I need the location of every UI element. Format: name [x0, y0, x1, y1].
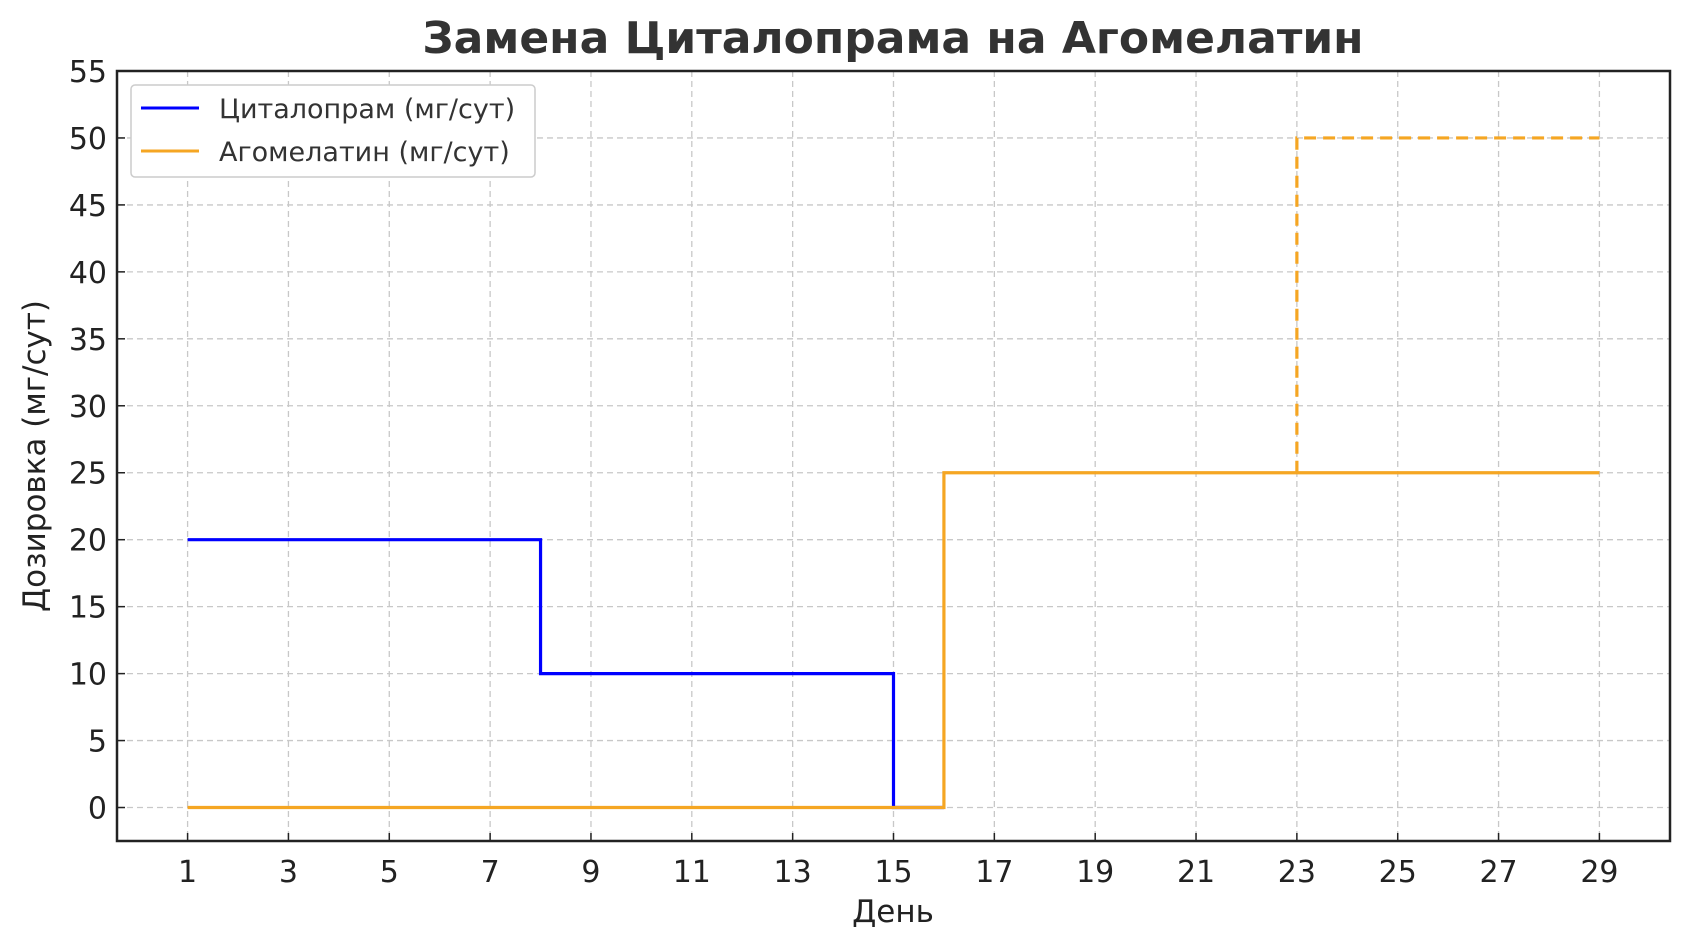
ticks: 1 3 5 7 9 11 13 15 17 19 21 23 25 27 29051015202530354…	[69, 55, 1619, 890]
legend: Циталопрам (мг/сут) Агомелатин (мг/сут)	[130, 84, 536, 178]
x-axis-label: День	[852, 894, 934, 930]
y-tick-label: 35	[69, 323, 107, 358]
series	[187, 136, 1600, 810]
y-tick-label: 5	[88, 725, 107, 760]
y-tick-label: 10	[69, 658, 107, 693]
series-line-1	[187, 471, 1600, 810]
x-tick-label: 19	[1076, 855, 1114, 890]
y-tick-label: 55	[69, 55, 107, 90]
y-tick-label: 30	[69, 390, 107, 425]
x-tick-label: 29	[1580, 855, 1618, 890]
x-tick-label: 13	[774, 855, 812, 890]
y-axis-label: Дозировка (мг/сут)	[17, 300, 53, 612]
x-tick-label: 23	[1278, 855, 1316, 890]
legend-label-agomelatine: Агомелатин (мг/сут)	[219, 137, 510, 168]
x-tick-label: 11	[673, 855, 711, 890]
x-tick-label: 5	[380, 855, 399, 890]
x-tick-label: 17	[975, 855, 1013, 890]
y-tick-label: 15	[69, 591, 107, 626]
legend-box	[130, 84, 536, 178]
legend-label-citalopram: Циталопрам (мг/сут)	[219, 94, 515, 125]
y-tick-label: 40	[69, 256, 107, 291]
y-tick-label: 0	[88, 792, 107, 827]
x-tick-label: 27	[1479, 855, 1517, 890]
x-tick-label: 25	[1379, 855, 1417, 890]
x-tick-label: 15	[874, 855, 912, 890]
x-tick-label: 7	[481, 855, 500, 890]
x-tick-label: 21	[1177, 855, 1215, 890]
y-tick-label: 45	[69, 189, 107, 224]
chart-title: Замена Циталопрама на Агомелатин	[422, 13, 1363, 64]
x-tick-label: 1	[178, 855, 197, 890]
series-line-2	[1295, 136, 1600, 473]
y-tick-label: 20	[69, 524, 107, 559]
y-tick-label: 25	[69, 457, 107, 492]
x-tick-label: 9	[581, 855, 600, 890]
y-tick-label: 50	[69, 122, 107, 157]
x-tick-label: 3	[279, 855, 298, 890]
